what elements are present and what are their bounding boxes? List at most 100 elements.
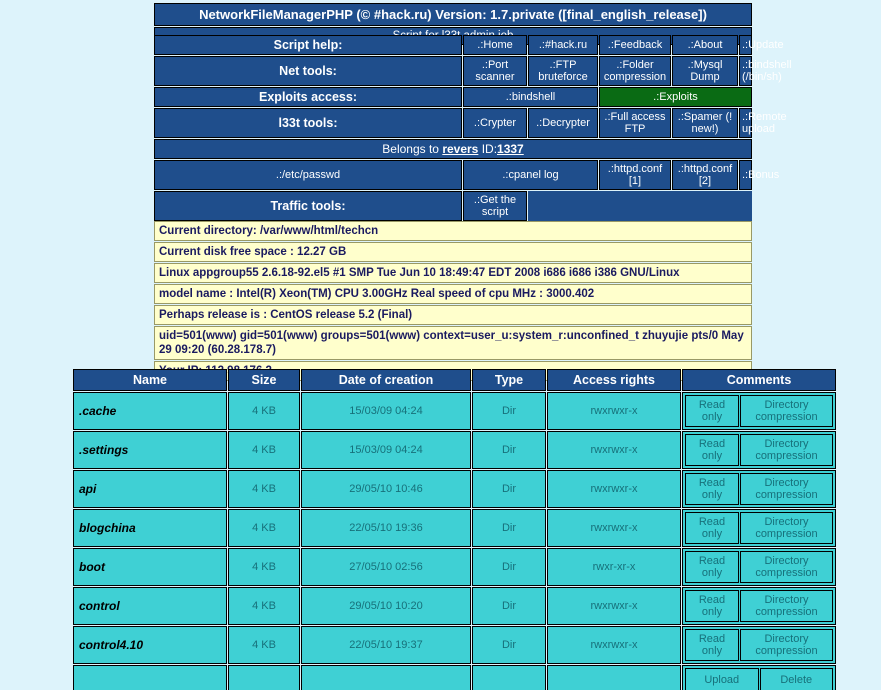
menu-item-folder-compression[interactable]: .:Folder compression: [599, 56, 671, 86]
menu-item-about[interactable]: .:About: [672, 35, 738, 55]
info-row: Current disk free space : 12.27 GB: [154, 242, 752, 262]
menu-item-crypter[interactable]: .:Crypter: [463, 108, 527, 138]
menu-item-port-scanner[interactable]: .:Port scanner: [463, 56, 527, 86]
label-l33t-tools: l33t tools:: [154, 108, 462, 138]
file-actions-cell: Read only Directory compression: [682, 509, 836, 547]
file-name-link[interactable]: api: [73, 470, 227, 508]
menu-item-home[interactable]: .:Home: [463, 35, 527, 55]
menu-item-bindshell-binsh[interactable]: .:bindshell (/bin/sh): [739, 56, 792, 86]
menu-item-get-the-script[interactable]: .:Get the script: [463, 191, 527, 221]
file-name-link[interactable]: blogchina: [73, 509, 227, 547]
directory-compression-button[interactable]: Directory compression: [740, 395, 833, 427]
file-actions-table: Read only Directory compression: [684, 394, 834, 428]
menu-item-remote-upload[interactable]: .:Remote upload: [739, 108, 787, 138]
file-size: 4 KB: [228, 431, 300, 469]
directory-compression-button[interactable]: Directory compression: [740, 512, 833, 544]
file-access-rights: rwxr-xr-x: [547, 548, 681, 586]
menu-item-hackru[interactable]: .:#hack.ru: [528, 35, 598, 55]
label-script-help: Script help:: [154, 35, 462, 55]
file-name-link[interactable]: .settings: [73, 431, 227, 469]
actions-row: Read only Directory compression: [685, 473, 833, 505]
column-header-access-rights: Access rights: [547, 369, 681, 391]
directory-compression-button[interactable]: Directory compression: [740, 590, 833, 622]
row-traffic-tools: Traffic tools: .:Get the script: [154, 191, 752, 221]
menu-item-ftp-bruteforce[interactable]: .:FTP bruteforce: [528, 56, 598, 86]
menu-item-httpd-conf-2[interactable]: .:httpd.conf [2]: [672, 160, 738, 190]
owner-name-link[interactable]: revers: [442, 142, 479, 156]
menu-item-cpanel-log[interactable]: .:cpanel log: [463, 160, 598, 190]
file-name-link[interactable]: boot: [73, 548, 227, 586]
menu-item-bindshell[interactable]: .:bindshell: [463, 87, 598, 107]
file-size: 4 KB: [228, 392, 300, 430]
file-type: Dir: [472, 470, 546, 508]
owner-prefix: Belongs to: [382, 142, 443, 156]
file-name-link[interactable]: data: [73, 665, 227, 690]
read-only-button[interactable]: Read only: [685, 434, 739, 466]
table-row: control 4 KB 29/05/10 10:20 Dir rwxrwxr-x Rea…: [73, 587, 836, 625]
column-header-type: Type: [472, 369, 546, 391]
info-kernel: Linux appgroup55 2.6.18-92.el5 #1 SMP Tu…: [154, 263, 752, 283]
file-actions-table: Read only Directory compression: [684, 472, 834, 506]
directory-compression-button[interactable]: Directory compression: [740, 629, 833, 661]
table-row: control4.10 4 KB 22/05/10 19:37 Dir rwxrwxr-…: [73, 626, 836, 664]
menu-item-decrypter[interactable]: .:Decrypter: [528, 108, 598, 138]
table-row: api 4 KB 29/05/10 10:46 Dir rwxrwxr-x Read on…: [73, 470, 836, 508]
file-actions-cell: Read only Directory compression: [682, 626, 836, 664]
file-type: Dir: [472, 392, 546, 430]
system-info-panel: Current directory: /var/www/html/techcn …: [153, 220, 753, 382]
info-disk-free-space: Current disk free space : 12.27 GB: [154, 242, 752, 262]
read-only-button[interactable]: Read only: [685, 473, 739, 505]
app-title-row: NetworkFileManagerPHP (© #hack.ru) Versi…: [154, 3, 752, 26]
read-only-button[interactable]: Read only: [685, 629, 739, 661]
directory-compression-button[interactable]: Directory compression: [740, 551, 833, 583]
read-only-button[interactable]: Read only: [685, 590, 739, 622]
delete-button[interactable]: Delete: [759, 668, 833, 690]
file-access-rights: rwxrwxr-x: [547, 509, 681, 547]
file-name-link[interactable]: control: [73, 587, 227, 625]
info-row: Current directory: /var/www/html/techcn: [154, 221, 752, 241]
menu-item-spamer[interactable]: .:Spamer (! new!): [672, 108, 738, 138]
menu-item-bonus[interactable]: .:Bonus: [739, 160, 779, 190]
menu-item-httpd-conf-1[interactable]: .:httpd.conf [1]: [599, 160, 671, 190]
file-actions-table: Read only Directory compression: [684, 433, 834, 467]
directory-compression-button[interactable]: Directory compression: [740, 473, 833, 505]
menu-item-full-access-ftp[interactable]: .:Full access FTP: [599, 108, 671, 138]
read-only-button[interactable]: Read only: [685, 512, 739, 544]
file-type: Dir: [472, 548, 546, 586]
file-access-rights: rwxrwxrwx: [547, 665, 681, 690]
read-only-button[interactable]: Read only: [685, 551, 739, 583]
menu-item-feedback[interactable]: .:Feedback: [599, 35, 671, 55]
actions-row: Read only Directory compression: [685, 629, 833, 661]
file-type: Dir: [472, 587, 546, 625]
file-name-link[interactable]: control4.10: [73, 626, 227, 664]
info-cpu-model: model name : Intel(R) Xeon(TM) CPU 3.00G…: [154, 284, 752, 304]
file-date: 29/05/10 10:46: [301, 470, 471, 508]
upload-button[interactable]: Upload: [685, 668, 759, 690]
file-type: Dir: [472, 431, 546, 469]
menu-item-mysql-dump[interactable]: .:Mysql Dump: [672, 56, 738, 86]
owner-id-link[interactable]: 1337: [497, 142, 524, 156]
file-type: Dir: [472, 665, 546, 690]
directory-compression-button[interactable]: Directory compression: [740, 434, 833, 466]
menu-item-update[interactable]: .:Update: [739, 35, 784, 55]
file-date: 27/05/10 02:56: [301, 548, 471, 586]
file-actions-cell: UploadDeleteCreate directoryDirectory co…: [682, 665, 836, 690]
file-table-body: .cache 4 KB 15/03/09 04:24 Dir rwxrwxr-x Read…: [73, 392, 836, 690]
info-row: Linux appgroup55 2.6.18-92.el5 #1 SMP Tu…: [154, 263, 752, 283]
file-date: 22/05/10 19:36: [301, 665, 471, 690]
app-title: NetworkFileManagerPHP (© #hack.ru) Versi…: [154, 3, 752, 26]
file-actions-table: Read only Directory compression: [684, 589, 834, 623]
file-access-rights: rwxrwxr-x: [547, 431, 681, 469]
owner-id-label: ID:: [478, 142, 498, 156]
file-table-header-row: Name Size Date of creation Type Access r…: [73, 369, 836, 391]
row-owner: Belongs to revers ID:1337: [154, 139, 752, 159]
menu-item-exploits[interactable]: .:Exploits: [599, 87, 752, 107]
menu-item-etc-passwd[interactable]: .:/etc/passwd: [154, 160, 462, 190]
info-row: uid=501(www) gid=501(www) groups=501(www…: [154, 326, 752, 360]
actions-row: Read only Directory compression: [685, 590, 833, 622]
file-date: 15/03/09 04:24: [301, 431, 471, 469]
read-only-button[interactable]: Read only: [685, 395, 739, 427]
file-name-link[interactable]: .cache: [73, 392, 227, 430]
info-current-directory: Current directory: /var/www/html/techcn: [154, 221, 752, 241]
